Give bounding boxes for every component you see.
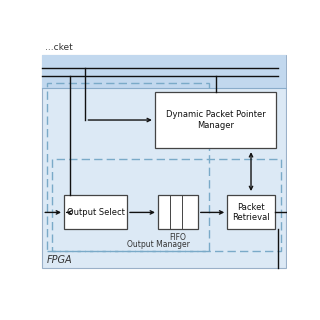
Bar [52,158,281,251]
Bar [42,55,286,88]
Bar [227,196,275,229]
Text: Packet
Retrieval: Packet Retrieval [232,203,270,222]
Bar [158,196,198,229]
Text: FPGA: FPGA [47,255,73,265]
Bar [42,55,286,268]
Bar [64,196,127,229]
Text: Output Manager: Output Manager [127,240,190,249]
Text: ...cket: ...cket [45,43,72,52]
Text: Dynamic Packet Pointer
Manager: Dynamic Packet Pointer Manager [166,110,266,130]
Text: Output Select: Output Select [67,208,124,217]
Bar [155,92,276,148]
Bar [47,83,209,251]
Text: FIFO: FIFO [169,233,186,242]
